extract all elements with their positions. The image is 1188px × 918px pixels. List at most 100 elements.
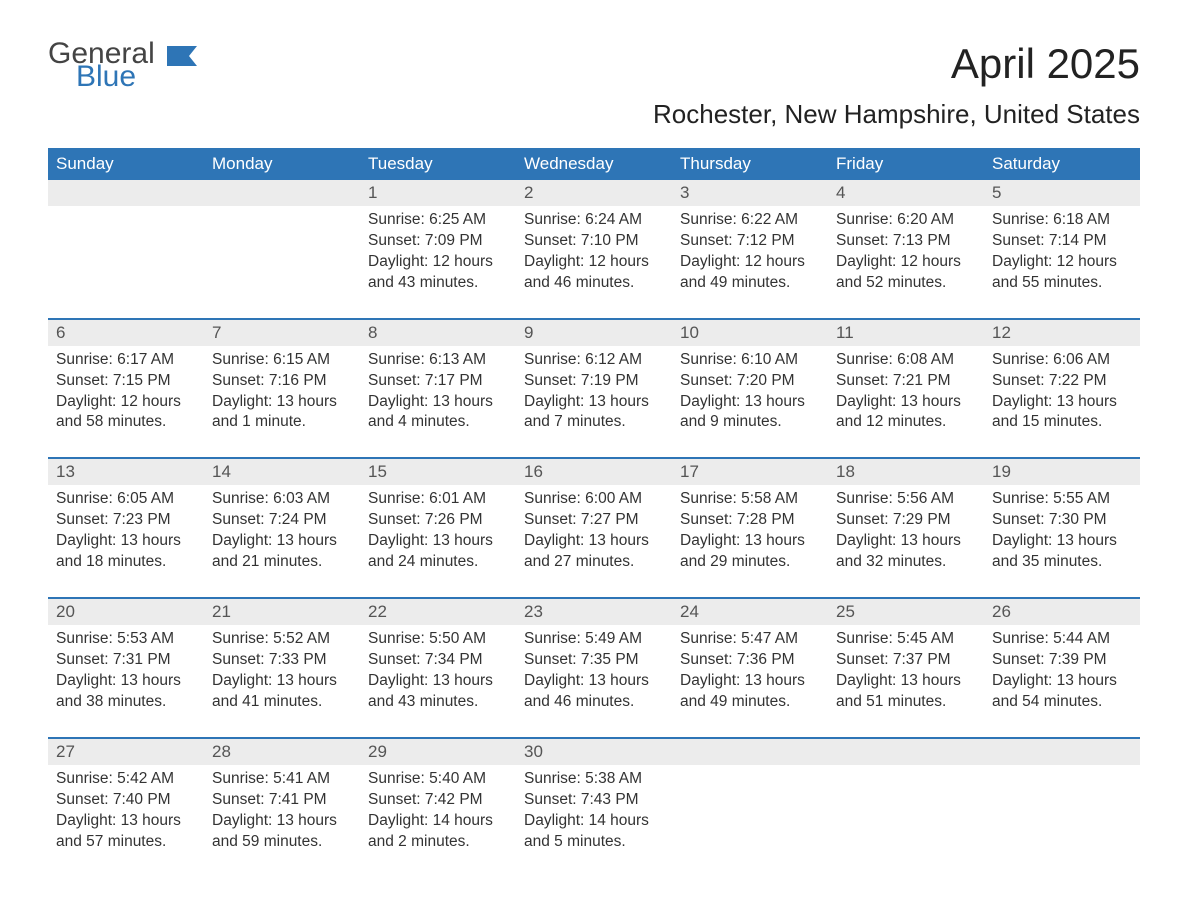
day-daylight2: and 15 minutes. <box>992 412 1132 433</box>
day-daylight2: and 12 minutes. <box>836 412 976 433</box>
day-sunset: Sunset: 7:14 PM <box>992 231 1132 252</box>
day-number: 22 <box>360 599 516 625</box>
day-daylight1: Daylight: 13 hours <box>212 531 352 552</box>
day-of-week-header: Sunday Monday Tuesday Wednesday Thursday… <box>48 148 1140 180</box>
day-sunrise: Sunrise: 6:18 AM <box>992 210 1132 231</box>
day-daylight2: and 4 minutes. <box>368 412 508 433</box>
day-cell <box>984 765 1140 863</box>
day-daylight2: and 18 minutes. <box>56 552 196 573</box>
day-sunset: Sunset: 7:31 PM <box>56 650 196 671</box>
day-cell <box>828 765 984 863</box>
day-number: 23 <box>516 599 672 625</box>
day-sunset: Sunset: 7:13 PM <box>836 231 976 252</box>
day-sunrise: Sunrise: 5:53 AM <box>56 629 196 650</box>
day-number: 2 <box>516 180 672 206</box>
day-sunset: Sunset: 7:34 PM <box>368 650 508 671</box>
day-sunrise: Sunrise: 6:22 AM <box>680 210 820 231</box>
day-daylight1: Daylight: 14 hours <box>524 811 664 832</box>
day-sunset: Sunset: 7:30 PM <box>992 510 1132 531</box>
day-sunset: Sunset: 7:23 PM <box>56 510 196 531</box>
day-sunset: Sunset: 7:21 PM <box>836 371 976 392</box>
day-cell: Sunrise: 5:50 AMSunset: 7:34 PMDaylight:… <box>360 625 516 723</box>
day-cell: Sunrise: 5:58 AMSunset: 7:28 PMDaylight:… <box>672 485 828 583</box>
day-daylight2: and 21 minutes. <box>212 552 352 573</box>
day-daylight1: Daylight: 14 hours <box>368 811 508 832</box>
day-sunrise: Sunrise: 5:55 AM <box>992 489 1132 510</box>
day-daylight1: Daylight: 13 hours <box>56 531 196 552</box>
day-daylight2: and 32 minutes. <box>836 552 976 573</box>
day-cell: Sunrise: 5:38 AMSunset: 7:43 PMDaylight:… <box>516 765 672 863</box>
day-cell: Sunrise: 6:12 AMSunset: 7:19 PMDaylight:… <box>516 346 672 444</box>
day-number: 30 <box>516 739 672 765</box>
day-daylight2: and 27 minutes. <box>524 552 664 573</box>
day-sunrise: Sunrise: 5:52 AM <box>212 629 352 650</box>
week-row: 20212223242526Sunrise: 5:53 AMSunset: 7:… <box>48 597 1140 723</box>
day-daylight2: and 49 minutes. <box>680 273 820 294</box>
day-sunset: Sunset: 7:28 PM <box>680 510 820 531</box>
day-daylight2: and 58 minutes. <box>56 412 196 433</box>
day-number: 20 <box>48 599 204 625</box>
day-cell: Sunrise: 6:03 AMSunset: 7:24 PMDaylight:… <box>204 485 360 583</box>
day-sunrise: Sunrise: 6:10 AM <box>680 350 820 371</box>
day-sunrise: Sunrise: 5:47 AM <box>680 629 820 650</box>
day-sunset: Sunset: 7:16 PM <box>212 371 352 392</box>
day-daylight1: Daylight: 13 hours <box>368 671 508 692</box>
day-daylight1: Daylight: 12 hours <box>836 252 976 273</box>
day-number: 9 <box>516 320 672 346</box>
week-row: 12345Sunrise: 6:25 AMSunset: 7:09 PMDayl… <box>48 180 1140 304</box>
day-daylight1: Daylight: 13 hours <box>680 392 820 413</box>
day-number: 4 <box>828 180 984 206</box>
day-cell: Sunrise: 5:41 AMSunset: 7:41 PMDaylight:… <box>204 765 360 863</box>
day-cell <box>672 765 828 863</box>
day-sunrise: Sunrise: 5:58 AM <box>680 489 820 510</box>
day-cell: Sunrise: 5:55 AMSunset: 7:30 PMDaylight:… <box>984 485 1140 583</box>
day-sunset: Sunset: 7:17 PM <box>368 371 508 392</box>
day-daylight2: and 35 minutes. <box>992 552 1132 573</box>
day-cell: Sunrise: 5:56 AMSunset: 7:29 PMDaylight:… <box>828 485 984 583</box>
day-number: 18 <box>828 459 984 485</box>
day-number <box>204 180 360 206</box>
day-daylight1: Daylight: 13 hours <box>212 811 352 832</box>
day-sunset: Sunset: 7:10 PM <box>524 231 664 252</box>
day-number-row: 6789101112 <box>48 320 1140 346</box>
day-sunrise: Sunrise: 5:44 AM <box>992 629 1132 650</box>
day-cell <box>48 206 204 304</box>
day-sunset: Sunset: 7:37 PM <box>836 650 976 671</box>
day-daylight1: Daylight: 13 hours <box>524 671 664 692</box>
day-number: 13 <box>48 459 204 485</box>
day-cell: Sunrise: 6:20 AMSunset: 7:13 PMDaylight:… <box>828 206 984 304</box>
dow-friday: Friday <box>828 148 984 180</box>
day-number: 14 <box>204 459 360 485</box>
day-sunrise: Sunrise: 5:56 AM <box>836 489 976 510</box>
logo: General Blue <box>48 40 197 91</box>
day-sunset: Sunset: 7:35 PM <box>524 650 664 671</box>
day-daylight2: and 2 minutes. <box>368 832 508 853</box>
day-daylight1: Daylight: 13 hours <box>992 392 1132 413</box>
day-sunset: Sunset: 7:40 PM <box>56 790 196 811</box>
day-sunrise: Sunrise: 6:06 AM <box>992 350 1132 371</box>
day-cell: Sunrise: 6:01 AMSunset: 7:26 PMDaylight:… <box>360 485 516 583</box>
day-daylight1: Daylight: 13 hours <box>56 811 196 832</box>
day-cell: Sunrise: 6:18 AMSunset: 7:14 PMDaylight:… <box>984 206 1140 304</box>
day-daylight1: Daylight: 12 hours <box>992 252 1132 273</box>
day-cell: Sunrise: 5:47 AMSunset: 7:36 PMDaylight:… <box>672 625 828 723</box>
day-sunset: Sunset: 7:09 PM <box>368 231 508 252</box>
day-daylight2: and 24 minutes. <box>368 552 508 573</box>
day-daylight2: and 43 minutes. <box>368 273 508 294</box>
day-sunrise: Sunrise: 6:03 AM <box>212 489 352 510</box>
day-daylight1: Daylight: 13 hours <box>524 392 664 413</box>
day-number: 29 <box>360 739 516 765</box>
day-sunrise: Sunrise: 6:17 AM <box>56 350 196 371</box>
day-sunrise: Sunrise: 5:42 AM <box>56 769 196 790</box>
day-daylight2: and 38 minutes. <box>56 692 196 713</box>
day-daylight2: and 49 minutes. <box>680 692 820 713</box>
day-sunrise: Sunrise: 6:08 AM <box>836 350 976 371</box>
day-number <box>672 739 828 765</box>
day-number <box>984 739 1140 765</box>
day-sunset: Sunset: 7:43 PM <box>524 790 664 811</box>
day-daylight1: Daylight: 13 hours <box>680 671 820 692</box>
day-daylight1: Daylight: 13 hours <box>680 531 820 552</box>
day-sunrise: Sunrise: 6:20 AM <box>836 210 976 231</box>
day-sunrise: Sunrise: 5:45 AM <box>836 629 976 650</box>
day-sunrise: Sunrise: 5:40 AM <box>368 769 508 790</box>
